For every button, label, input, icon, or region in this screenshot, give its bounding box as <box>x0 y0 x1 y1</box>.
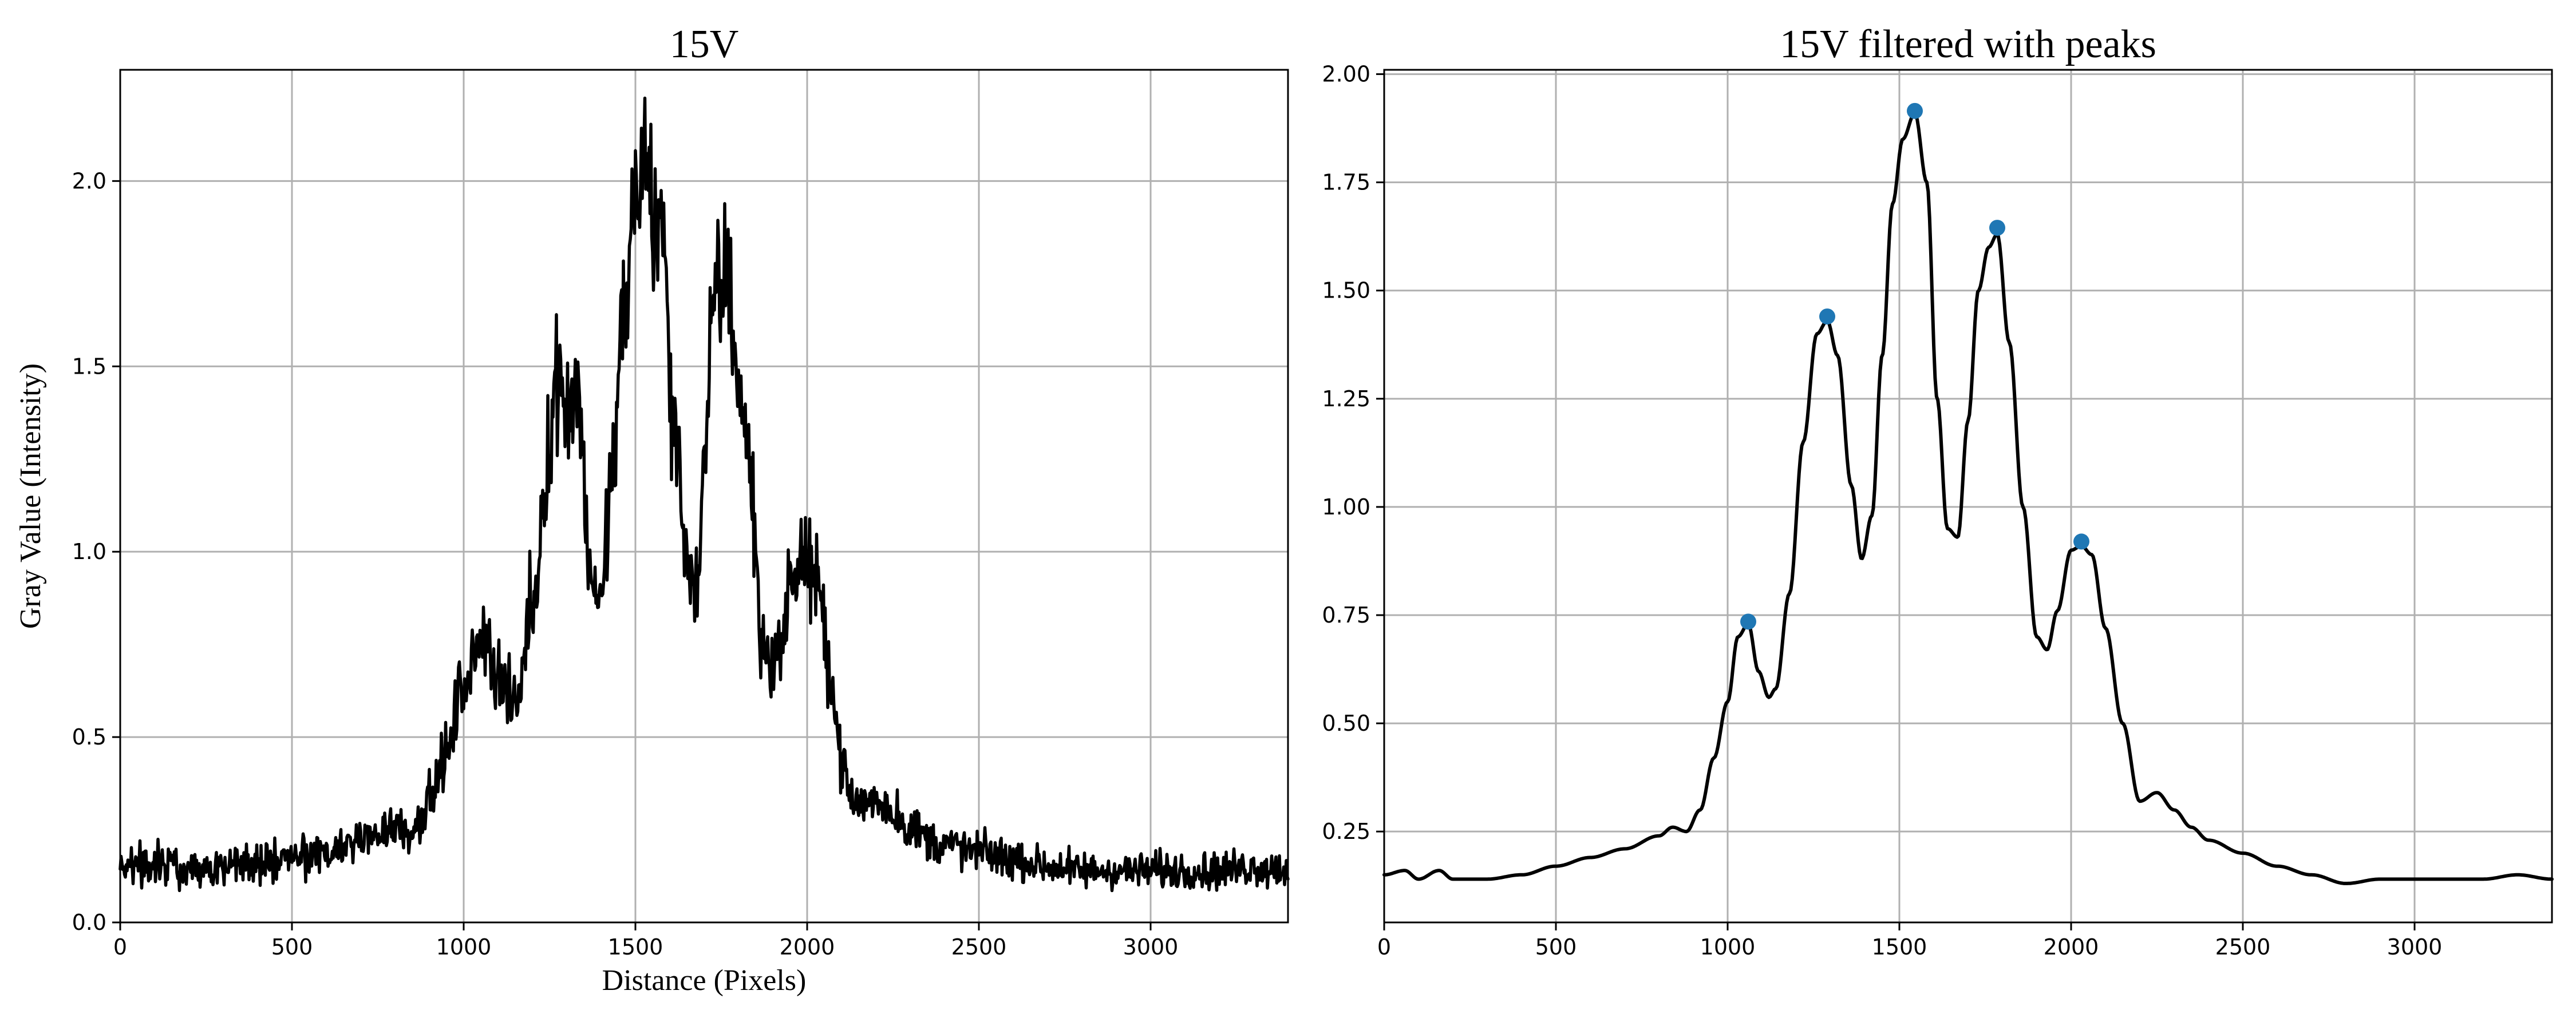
x-tick-label: 1500 <box>608 934 663 960</box>
chart-raw-15v: 0 500 1000 1500 2000 2500 30000.00.51.01.52.0 … <box>14 22 1290 997</box>
peak-marker <box>1989 220 2005 236</box>
ticks: 0 500 1000 1500 2000 2500 3000 0.25 0.50 0.75 1.00… <box>1322 62 2442 960</box>
y-tick-label: 0.25 <box>1322 819 1370 844</box>
x-tick-label: 2500 <box>2215 934 2271 960</box>
x-tick-label: 0 <box>1377 934 1391 960</box>
x-axis-label: Distance (Pixels) <box>602 964 807 997</box>
peak-marker <box>1740 613 1756 630</box>
ticks: 0 500 1000 1500 2000 2500 3000 0.0 0.5 1.0 1.5 2.0 <box>72 168 1179 960</box>
y-tick-label: 1.00 <box>1322 494 1370 520</box>
y-tick-label: 0.75 <box>1322 603 1370 628</box>
series-line <box>1382 111 2554 885</box>
x-tick-label: 500 <box>1535 934 1577 960</box>
y-tick-label: 2.00 <box>1322 62 1370 87</box>
peak-markers <box>1740 102 2089 630</box>
x-tick-label: 3000 <box>2387 934 2443 960</box>
peak-marker <box>2073 533 2089 550</box>
chart-title: 15V filtered with peaks <box>1780 22 2156 66</box>
plot-frame <box>1383 69 2553 924</box>
x-tick-label: 1000 <box>1700 934 1756 960</box>
series-layer <box>118 96 1290 893</box>
grid <box>119 70 1288 924</box>
y-axis-label: Gray Value (Intensity) <box>14 363 47 629</box>
y-tick-label: 1.0 <box>72 539 106 564</box>
x-tick-label: 2000 <box>2044 934 2099 960</box>
plot-frame <box>119 69 1289 924</box>
grid <box>1383 70 2552 922</box>
chart-title: 15V <box>670 22 739 66</box>
x-tick-label: 0 <box>113 934 127 960</box>
x-tick-label: 2500 <box>951 934 1007 960</box>
y-tick-label: 1.25 <box>1322 386 1370 411</box>
x-tick-label: 500 <box>271 934 313 960</box>
y-tick-label: 0.5 <box>72 724 106 750</box>
x-tick-label: 2000 <box>780 934 835 960</box>
y-tick-label: 0.50 <box>1322 711 1370 736</box>
y-tick-label: 1.50 <box>1322 278 1370 303</box>
x-tick-label: 1500 <box>1872 934 1927 960</box>
series-layer <box>1382 111 2554 885</box>
y-tick-label: 1.75 <box>1322 170 1370 195</box>
chart-filtered-15v: 0 500 1000 1500 2000 2500 3000 0.25 0.50 0.75 1.00… <box>1322 22 2554 960</box>
peak-marker <box>1907 102 1923 119</box>
x-tick-label: 3000 <box>1123 934 1179 960</box>
peak-marker <box>1819 308 1835 325</box>
y-tick-label: 1.5 <box>72 354 106 379</box>
x-tick-label: 1000 <box>436 934 492 960</box>
y-tick-label: 0.0 <box>72 910 106 935</box>
series-line <box>118 96 1290 893</box>
y-tick-label: 2.0 <box>72 168 106 193</box>
